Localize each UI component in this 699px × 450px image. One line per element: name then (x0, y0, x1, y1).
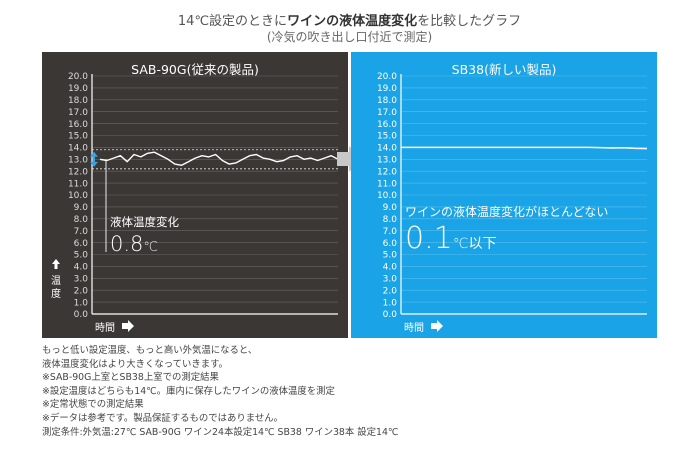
y-tick-label: 12.0 (377, 167, 397, 177)
y-tick-label: 10.0 (377, 191, 397, 201)
range-arrow-up-icon (90, 151, 98, 157)
y-tick-label: 3.0 (383, 275, 398, 285)
y-tick-label: 6.0 (74, 239, 89, 249)
chart-title-old: SAB-90G(従来の製品) (131, 62, 259, 77)
y-tick-label: 13.0 (68, 156, 88, 166)
y-tick-label: 19.0 (68, 84, 88, 94)
y-axis-label-char: 度 (51, 287, 61, 300)
chart-new: 0.0 1.0 2.03.0 4.0 5.0 6.0 7.0 8.0 9.0 10.0 11.0 12… (377, 72, 648, 334)
y-tick-label: 11.0 (377, 179, 397, 189)
y-tick-label: 6.0 (383, 239, 398, 249)
y-tick-label: 8.0 (74, 215, 89, 225)
y-tick-label: 13.0 (377, 156, 397, 166)
annotation-unit: ℃以下 (453, 236, 497, 252)
y-tick-label: 8.0 (383, 215, 398, 225)
chart-old: 0.0 1.0 2.03.0 4.0 5.0 6.0 7.0 8.0 9.0 10.0 11.0 12… (51, 72, 339, 334)
annotation-unit: ℃ (143, 240, 158, 255)
y-tick-label: 7.0 (74, 227, 89, 237)
y-tick-label: 9.0 (74, 203, 89, 213)
y-tick-label: 20.0 (68, 72, 88, 82)
annotation-label: ワインの液体温度変化がほとんどない (405, 204, 608, 219)
y-axis-label-char: 温 (51, 275, 61, 287)
y-axis-label: 温度 (51, 275, 61, 300)
page-heading: 14℃設定のときにワインの液体温度変化を比較したグラフ (0, 10, 699, 29)
y-tick-label: 17.0 (377, 108, 397, 118)
y-tick-label: 3.0 (74, 275, 89, 285)
y-tick-label: 10.0 (68, 191, 88, 201)
y-tick-label: 19.0 (377, 84, 397, 94)
y-tick-label: 20.0 (377, 72, 397, 82)
note-line: ※データは参考です。製品保証するものではありません。 (42, 412, 284, 424)
arrow-right-icon (337, 146, 362, 172)
x-axis-label: 時間 (95, 322, 115, 334)
y-tick-label: 2.0 (74, 286, 89, 296)
notes: もっと低い設定温度、もっと高い外気温になると、 液体温度変化はより大きくなってい… (42, 344, 642, 439)
heading-post: を比較したグラフ (417, 14, 522, 29)
annotation-value: 0.8 (110, 232, 143, 256)
y-tick-label: 14.0 (377, 144, 397, 154)
y-tick-label: 5.0 (383, 251, 398, 261)
chart-title-new: SB38(新しい製品) (451, 62, 557, 77)
annotation-value-text: 0.1℃以下 (405, 221, 496, 256)
y-tick-label: 17.0 (68, 108, 88, 118)
series-line (99, 151, 339, 167)
note-line: 測定条件:外気温:27℃ SAB-90G ワイン24本設定14℃ SB38 ワイ… (42, 426, 399, 438)
y-tick-label: 15.0 (68, 132, 88, 142)
y-tick-label: 18.0 (68, 96, 88, 106)
series-line (401, 146, 648, 150)
y-tick-label: 18.0 (377, 96, 397, 106)
heading-pre: 14℃設定のときに (177, 14, 288, 29)
y-tick-label: 16.0 (377, 120, 397, 130)
y-tick-label: 15.0 (377, 132, 397, 142)
annotation-label: 液体温度変化 (110, 215, 179, 229)
y-tick-label: 0.0 (383, 310, 398, 320)
chart-panel-old: SAB-90G(従来の製品) 0.0 1.0 2.0 3.0 4.0 5.0 6.0 7.0 8… (42, 52, 348, 338)
x-axis-arrow-icon (122, 320, 134, 332)
y-tick-label: 5.0 (74, 251, 89, 261)
heading-emphasis: ワインの液体温度変化 (287, 14, 418, 29)
y-tick-label: 7.0 (383, 227, 398, 237)
annotation-value-text: 0.8℃ (110, 232, 158, 256)
x-axis-label: 時間 (404, 322, 424, 334)
chart-panel-new: SB38(新しい製品) 0.0 1.0 2.0 3.0 4.0 5.0 6.0 7.0 8.0 9… (351, 52, 657, 338)
range-arrow-down-icon (90, 161, 98, 167)
y-tick-label: 2.0 (383, 286, 398, 296)
y-tick-label: 1.0 (383, 298, 398, 308)
note-line: ※SAB-90G上室とSB38上室での測定結果 (42, 372, 219, 384)
y-tick-label: 12.0 (68, 167, 88, 177)
annotation-value: 0.1 (405, 221, 453, 256)
note-line: もっと低い設定温度、もっと高い外気温になると、 (42, 345, 258, 356)
note-line: ※定常状態での測定結果 (42, 399, 144, 411)
page-subheading: (冷気の吹き出し口付近で測定) (266, 30, 433, 44)
note-line: ※設定温度はどちらも14℃。庫内に保存したワインの液体温度を測定 (42, 385, 335, 397)
y-tick-label: 0.0 (74, 310, 89, 320)
y-tick-label: 1.0 (74, 298, 89, 308)
y-tick-label: 11.0 (68, 179, 88, 189)
y-tick-label: 4.0 (74, 263, 89, 273)
note-line: 液体温度変化はより大きくなっていきます。 (42, 358, 228, 370)
y-tick-label: 16.0 (68, 120, 88, 130)
y-tick-label: 14.0 (68, 144, 88, 154)
y-tick-label: 9.0 (383, 203, 398, 213)
x-axis-arrow-icon (431, 320, 443, 332)
y-tick-label: 4.0 (383, 263, 398, 273)
y-axis-arrow-icon (52, 259, 60, 269)
